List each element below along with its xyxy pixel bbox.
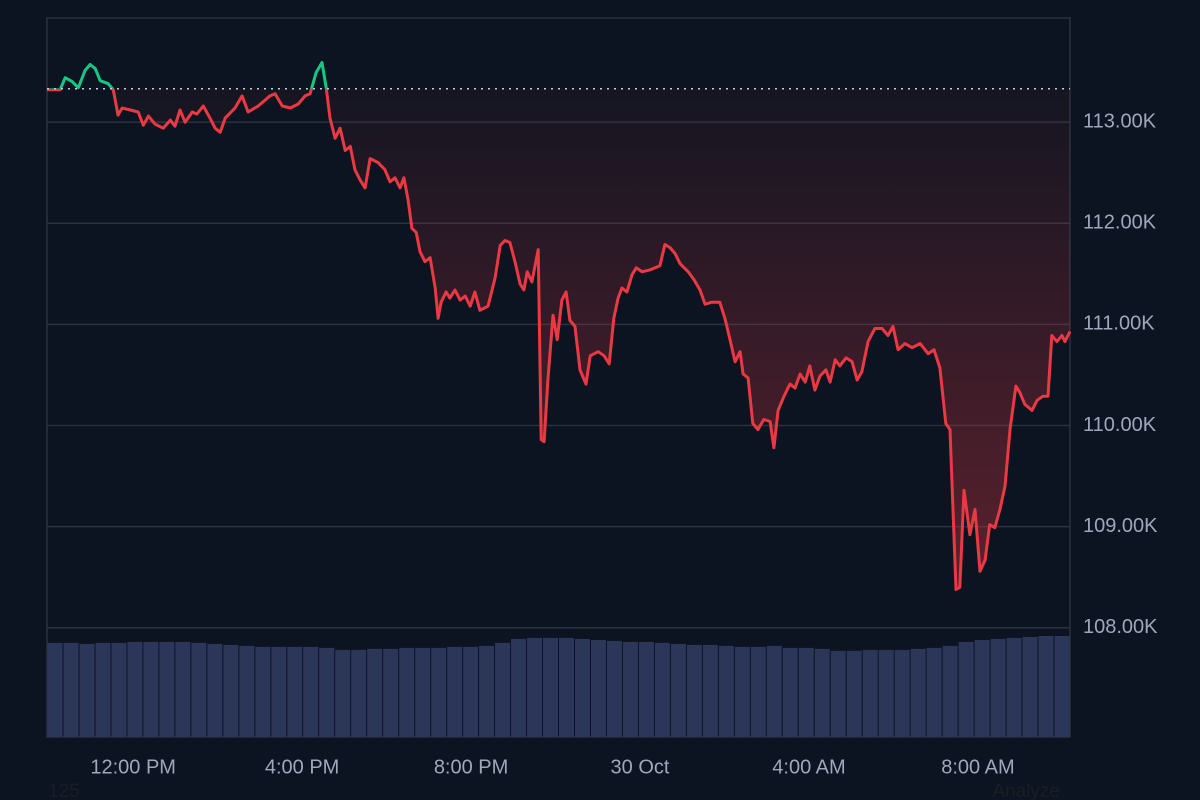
x-tick-label: 30 Oct: [611, 756, 670, 778]
volume-bar: [335, 649, 351, 737]
volume-bar: [990, 638, 1006, 737]
volume-bar: [495, 642, 511, 737]
volume-bar: [431, 647, 447, 737]
volume-bar: [654, 642, 670, 737]
x-tick-label: 8:00 PM: [434, 756, 508, 778]
volume-bar: [638, 641, 654, 737]
y-tick-label: 112.00K: [1083, 212, 1157, 234]
volume-bar: [750, 646, 766, 737]
volume-bar: [1022, 636, 1038, 737]
volume-bar: [415, 647, 431, 737]
volume-bar: [399, 647, 415, 737]
volume-bar: [910, 648, 926, 737]
x-tick-label: 4:00 AM: [772, 756, 845, 778]
volume-bar: [862, 649, 878, 737]
volume-bar: [447, 646, 463, 737]
volume-bar: [670, 643, 686, 737]
x-tick-label: 4:00 PM: [265, 756, 339, 778]
volume-bar: [511, 638, 527, 737]
volume-bar: [463, 646, 479, 737]
volume-bar: [702, 644, 718, 737]
y-tick-label: 111.00K: [1083, 313, 1155, 335]
volume-bar: [686, 644, 702, 737]
volume-bar: [303, 646, 319, 737]
volume-bar: [766, 645, 782, 737]
volume-bar: [351, 649, 367, 737]
volume-bar: [127, 641, 143, 737]
volume-bar: [383, 648, 399, 737]
volume-bar: [1054, 636, 1070, 737]
price-line-below: [47, 88, 1072, 591]
volume-bar: [590, 639, 606, 737]
volume-bar: [926, 647, 942, 737]
volume-bar: [846, 650, 862, 737]
volume-bar: [223, 644, 239, 737]
volume-bar: [622, 641, 638, 737]
area-below: [47, 88, 1070, 590]
volume-bar: [942, 645, 958, 737]
volume-bar: [527, 637, 543, 737]
volume-bar: [255, 646, 271, 737]
x-tick-label: 8:00 AM: [941, 756, 1014, 778]
volume-bar: [175, 641, 191, 737]
volume-bar: [814, 648, 830, 737]
volume-bar: [1038, 636, 1054, 737]
volume-bar: [798, 647, 814, 737]
volume-bar: [958, 641, 974, 737]
volume-bar: [271, 646, 287, 737]
y-tick-label: 113.00K: [1083, 110, 1157, 132]
volume-bar: [47, 642, 63, 737]
volume-bar: [287, 646, 303, 737]
volume-bar: [559, 637, 574, 737]
y-tick-label: 110.00K: [1083, 414, 1157, 436]
footer-left: 125: [48, 781, 80, 800]
volume-bar: [894, 649, 910, 737]
volume-bar: [1006, 637, 1022, 737]
y-tick-label: 109.00K: [1083, 515, 1158, 537]
volume-bar: [79, 643, 95, 737]
x-tick-label: 12:00 PM: [90, 756, 176, 778]
volume-bar: [319, 647, 335, 737]
footer-right[interactable]: Analyze: [992, 781, 1060, 800]
volume-bar: [191, 642, 207, 737]
volume-bar: [111, 642, 127, 737]
volume-bar: [207, 643, 223, 737]
volume-bar: [574, 638, 590, 737]
volume-bar: [974, 639, 990, 737]
volume-bar: [159, 641, 175, 737]
volume-bar: [830, 650, 846, 737]
volume-bar: [718, 645, 734, 737]
volume-bar: [479, 645, 495, 737]
volume-bar: [734, 646, 750, 737]
volume-bar: [878, 649, 894, 737]
y-tick-label: 108.00K: [1083, 616, 1158, 638]
volume-bar: [782, 647, 798, 737]
plot-frame: [46, 17, 1071, 738]
volume-bar: [63, 642, 79, 737]
volume-bar: [239, 645, 255, 737]
volume-bar: [606, 640, 622, 737]
volume-bar: [143, 641, 159, 737]
volume-bar: [95, 642, 111, 737]
volume-bar: [543, 637, 558, 737]
volume-bar: [367, 648, 383, 737]
